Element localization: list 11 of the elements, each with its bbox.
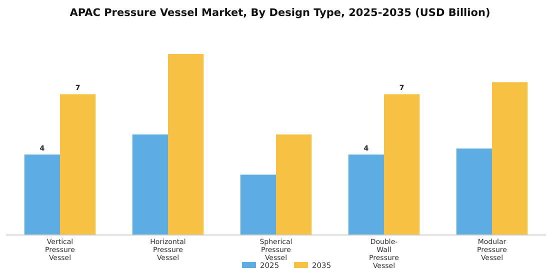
bar bbox=[240, 174, 276, 235]
bar bbox=[348, 154, 384, 235]
bar bbox=[24, 154, 60, 235]
bar bbox=[276, 134, 312, 235]
bar bbox=[384, 94, 420, 235]
bar bbox=[132, 134, 168, 235]
bar bbox=[456, 148, 492, 235]
bar bbox=[492, 82, 528, 235]
bar bbox=[60, 94, 96, 235]
bar bbox=[168, 54, 204, 235]
chart-title: APAC Pressure Vessel Market, By Design Type, 2025-2035 (USD Billion) bbox=[70, 7, 490, 19]
